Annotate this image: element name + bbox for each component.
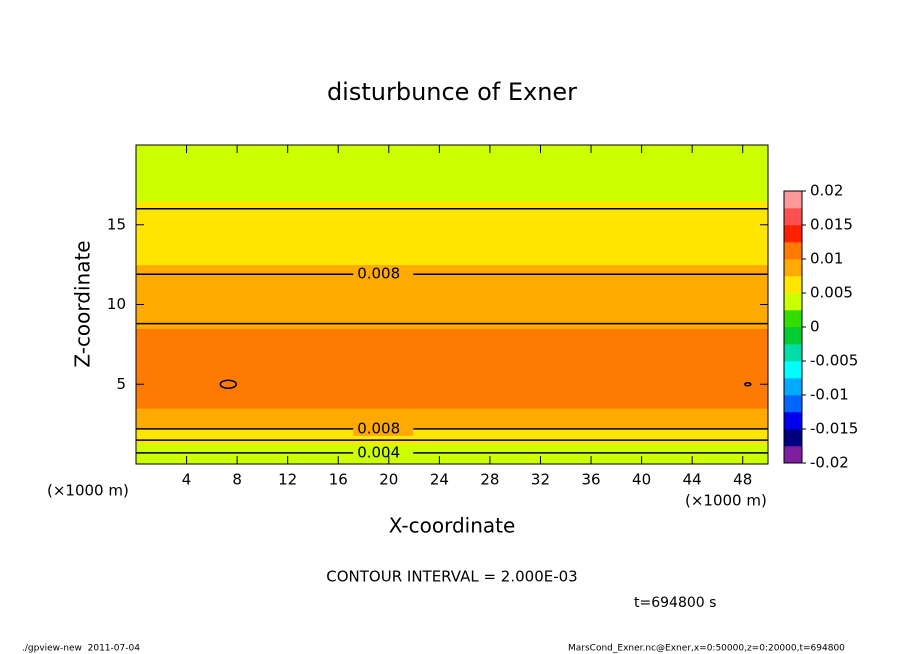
x-tick-label: 44 xyxy=(683,471,702,489)
x-tick-label: 4 xyxy=(182,471,192,489)
colorbar-band xyxy=(784,395,802,413)
contour-label-bg xyxy=(353,421,414,436)
field-band xyxy=(136,312,768,329)
x-tick-label: 20 xyxy=(379,471,398,489)
x-tick-label: 28 xyxy=(480,471,499,489)
y-tick-label: 15 xyxy=(107,215,126,233)
colorbar-band xyxy=(784,429,802,447)
x-tick-label: 16 xyxy=(329,471,348,489)
colorbar-tick-label: 0.015 xyxy=(810,216,853,234)
field-band xyxy=(136,216,768,234)
x-tick-label: 32 xyxy=(531,471,550,489)
y-tick-label: 10 xyxy=(107,295,126,313)
closed-contour xyxy=(219,379,238,389)
field-band xyxy=(136,460,768,464)
field-band xyxy=(136,248,768,266)
x-tick-label: 36 xyxy=(581,471,600,489)
field-band xyxy=(136,328,768,345)
field-band xyxy=(136,344,768,361)
colorbar-tick-label: 0.01 xyxy=(810,250,843,268)
colorbar-tick-label: -0.005 xyxy=(810,352,858,370)
field-band xyxy=(136,376,768,393)
colorbar-tick-label: 0.005 xyxy=(810,284,853,302)
colorbar-band xyxy=(784,344,802,362)
contour-label: 0.008 xyxy=(357,265,400,283)
colorbar-band xyxy=(784,191,802,209)
x-unit-label: (×1000 m) xyxy=(47,482,129,500)
field-band xyxy=(136,360,768,377)
colorbar-band xyxy=(784,242,802,260)
field-band xyxy=(136,444,768,453)
field-band xyxy=(136,184,768,202)
x-unit-label: (×1000 m) xyxy=(685,492,767,510)
colorbar-band xyxy=(784,259,802,277)
x-axis-label: X-coordinate xyxy=(389,514,516,538)
colorbar-tick-label: -0.015 xyxy=(810,420,858,438)
field-band xyxy=(136,280,768,298)
colorbar-tick-label: -0.02 xyxy=(810,454,849,472)
colorbar-band xyxy=(784,378,802,396)
colorbar-band xyxy=(784,310,802,328)
field-band xyxy=(136,428,768,437)
colorbar-band xyxy=(784,225,802,243)
field-band xyxy=(136,264,768,282)
field-band xyxy=(136,452,768,461)
x-tick-label: 8 xyxy=(232,471,242,489)
x-tick-label: 40 xyxy=(632,471,651,489)
x-tick-label: 48 xyxy=(733,471,752,489)
closed-contour xyxy=(744,382,752,387)
chart-title: disturbunce of Exner xyxy=(327,78,577,106)
contour-label: 0.008 xyxy=(357,419,400,437)
field-band xyxy=(136,232,768,250)
colorbar-band xyxy=(784,293,802,311)
footer-right: MarsCond_Exner.nc@Exner,x=0:50000,z=0:20… xyxy=(568,644,845,654)
colorbar-band xyxy=(784,208,802,226)
colorbar-band xyxy=(784,412,802,430)
field-band xyxy=(136,392,768,409)
colorbar-tick-label: 0 xyxy=(810,318,820,336)
x-tick-label: 12 xyxy=(278,471,297,489)
field-band xyxy=(136,296,768,313)
x-tick-label: 24 xyxy=(430,471,449,489)
colorbar-tick-label: -0.01 xyxy=(810,386,849,404)
colorbar-band xyxy=(784,361,802,379)
field-band xyxy=(136,152,768,170)
field-band xyxy=(136,408,768,421)
contour-interval: CONTOUR INTERVAL = 2.000E-03 xyxy=(326,568,577,586)
colorbar-band xyxy=(784,446,802,464)
field-band xyxy=(136,420,768,429)
colorbar-band xyxy=(784,327,802,345)
time-label: t=694800 s xyxy=(634,595,716,611)
contour-label-bg xyxy=(353,445,414,460)
contour-label-bg xyxy=(353,267,414,282)
plot-area: 0.004 0.008 0.008 xyxy=(136,145,768,464)
footer-left: ./gpview-new 2011-07-04 xyxy=(22,644,140,654)
y-axis-label: Z-coordinate xyxy=(71,240,95,367)
field-band xyxy=(136,145,768,154)
colorbar-band xyxy=(784,276,802,294)
field-band xyxy=(136,168,768,186)
colorbar-tick-label: 0.02 xyxy=(810,182,843,200)
contour-label: 0.004 xyxy=(357,443,400,461)
y-tick-label: 5 xyxy=(116,375,126,393)
